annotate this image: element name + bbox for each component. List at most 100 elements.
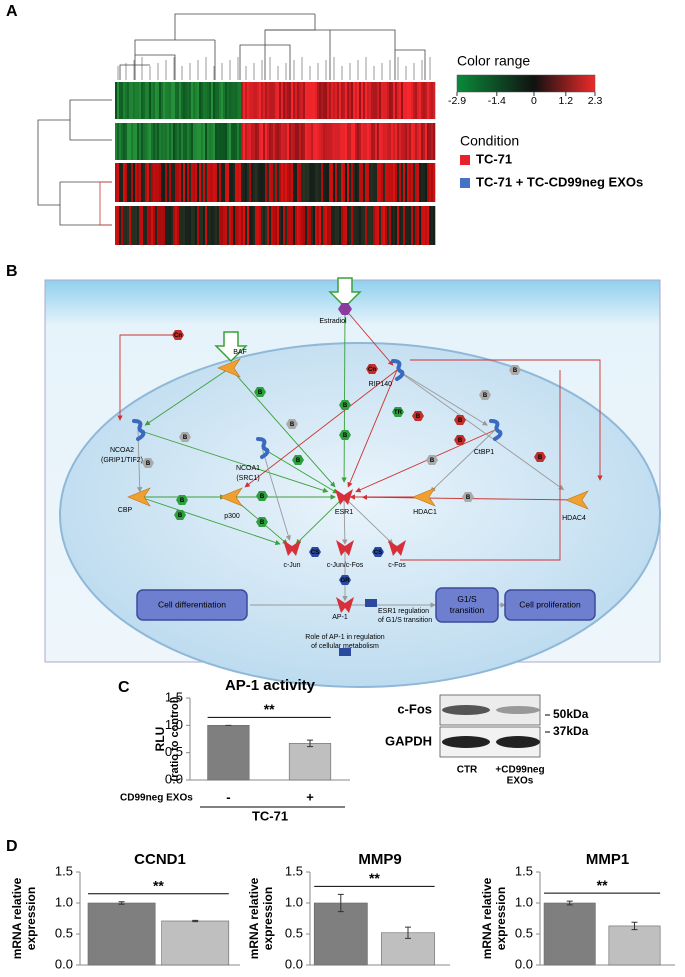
badge-label: B xyxy=(296,458,301,464)
node-shape xyxy=(217,358,241,378)
heatmap-cell xyxy=(139,123,142,160)
heatmap-cell xyxy=(397,163,400,202)
heatmap-cell xyxy=(153,123,156,160)
color-bar xyxy=(456,74,596,93)
heatmap-cell xyxy=(259,123,262,160)
heatmap-cell xyxy=(433,123,436,160)
heatmap-cell xyxy=(191,163,194,202)
heatmap-cell xyxy=(393,163,396,202)
heatmap-cell xyxy=(227,123,230,160)
heatmap-cell xyxy=(417,82,420,119)
heatmap-cell xyxy=(371,82,374,119)
note-label: of cellular metabolism xyxy=(311,643,379,650)
heatmap-cell xyxy=(279,123,282,160)
heatmap-cell xyxy=(417,123,420,160)
heatmap-cell xyxy=(425,123,428,160)
dendrogram xyxy=(99,181,112,226)
heatmap-cell xyxy=(325,163,328,202)
heatmap-cell xyxy=(275,82,278,119)
heatmap-cell xyxy=(115,206,118,245)
heatmap-cell xyxy=(167,82,170,119)
node-label: c-Fos xyxy=(388,562,406,569)
heatmap-cell xyxy=(409,123,412,160)
heatmap-cell xyxy=(217,163,220,202)
heatmap-cell xyxy=(185,206,188,245)
heatmap-cell xyxy=(215,206,218,245)
heatmap-cell xyxy=(425,206,428,245)
heatmap-cell xyxy=(269,82,272,119)
heatmap-cell xyxy=(357,163,360,202)
heatmap-cell xyxy=(349,206,352,245)
node-shape xyxy=(388,540,406,556)
heatmap-cell xyxy=(285,123,288,160)
y-axis-label: expression xyxy=(24,887,38,950)
heatmap-cell xyxy=(235,82,238,119)
heatmap-cell xyxy=(229,163,232,202)
heatmap-cell xyxy=(299,163,302,202)
heatmap-cell xyxy=(221,82,224,119)
heatmap-cell xyxy=(221,123,224,160)
badge xyxy=(256,491,268,501)
heatmap-cell xyxy=(381,82,384,119)
heatmap-cell xyxy=(217,82,220,119)
heatmap-cell xyxy=(267,163,270,202)
heatmap-cell xyxy=(145,123,148,160)
heatmap-cell xyxy=(287,163,290,202)
heatmap-cell xyxy=(205,82,208,119)
significance-label: ** xyxy=(153,877,164,893)
heatmap-cell xyxy=(339,82,342,119)
badge-label: B xyxy=(260,494,265,500)
heatmap-cell xyxy=(179,82,182,119)
heatmap-cell xyxy=(203,163,206,202)
heatmap-cell xyxy=(189,82,192,119)
heatmap-cell xyxy=(371,206,374,245)
heatmap-cell xyxy=(233,206,236,245)
heatmap-cell xyxy=(279,163,282,202)
edge xyxy=(396,369,565,491)
heatmap-cell xyxy=(127,123,130,160)
heatmap-cell xyxy=(219,82,222,119)
heatmap-cell xyxy=(323,163,326,202)
heatmap-cell xyxy=(401,163,404,202)
badge xyxy=(339,400,351,410)
heatmap-cell xyxy=(427,82,430,119)
x-tick-label: + xyxy=(191,974,199,977)
badge-label: B xyxy=(458,418,463,424)
heatmap-cell xyxy=(303,82,306,119)
heatmap-cell xyxy=(133,123,136,160)
heatmap-cell xyxy=(405,82,408,119)
heatmap-cell xyxy=(283,163,286,202)
heatmap-cell xyxy=(291,163,294,202)
heatmap-cell xyxy=(241,82,244,119)
heatmap-cell xyxy=(177,123,180,160)
edge xyxy=(117,334,178,421)
blot-band xyxy=(496,736,540,748)
heatmap-cell xyxy=(327,206,330,245)
heatmap-cell xyxy=(357,123,360,160)
edge xyxy=(261,447,339,494)
heatmap-cell xyxy=(331,82,334,119)
heatmap-cell xyxy=(235,123,238,160)
heatmap-cell xyxy=(357,82,360,119)
heatmap-cell xyxy=(431,206,434,245)
heatmap-cell xyxy=(135,206,138,245)
heatmap-cell xyxy=(225,82,228,119)
y-tick-label: 0.0 xyxy=(515,956,533,971)
badge xyxy=(176,495,188,505)
heatmap-cell xyxy=(321,206,324,245)
heatmap-cell xyxy=(349,163,352,202)
heatmap-cell xyxy=(195,206,198,245)
heatmap-cell xyxy=(125,163,128,202)
heatmap-cell xyxy=(247,82,250,119)
heatmap-cell xyxy=(189,206,192,245)
dendrogram xyxy=(395,49,426,80)
heatmap-cell xyxy=(269,206,272,245)
heatmap-cell xyxy=(351,163,354,202)
heatmap-cell xyxy=(369,206,372,245)
heatmap-cell xyxy=(395,123,398,160)
heatmap-cell xyxy=(229,206,232,245)
edge xyxy=(400,370,561,561)
heatmap-cell xyxy=(201,163,204,202)
heatmap-cell xyxy=(149,206,152,245)
